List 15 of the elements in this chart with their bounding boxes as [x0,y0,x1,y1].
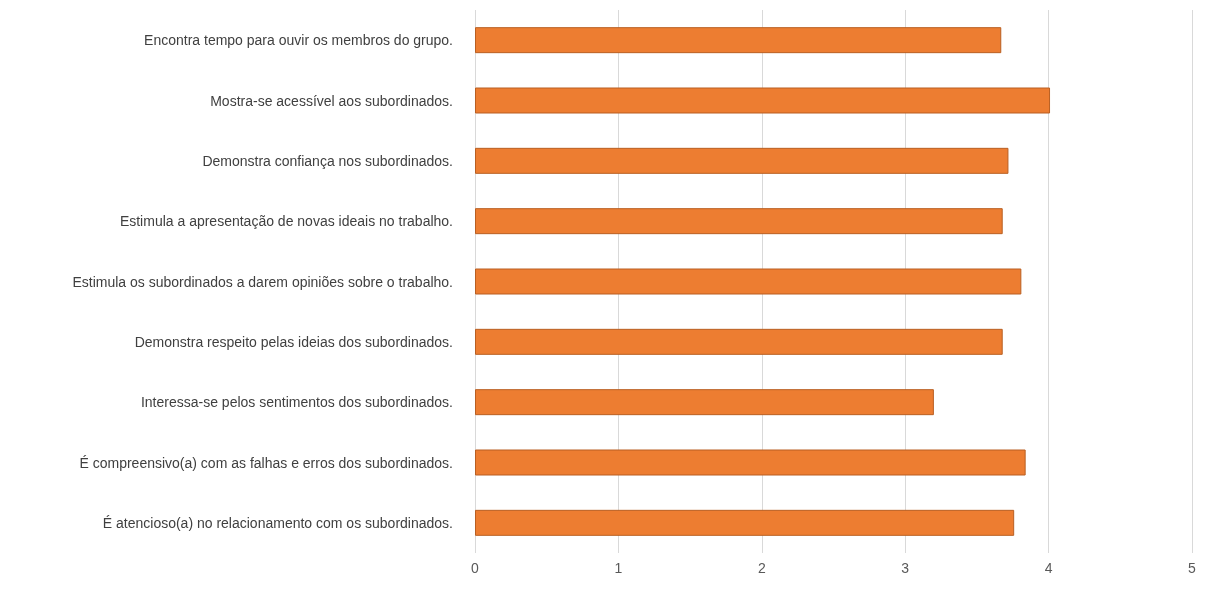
y-tick-label: Mostra-se acessível aos subordinados. [210,92,453,109]
x-tick-label: 4 [1044,560,1053,576]
x-tick-label: 5 [1188,560,1197,576]
y-tick-label: Demonstra respeito pelas ideias dos subordinados. [134,333,453,350]
x-tick-label: 3 [901,560,910,576]
x-tick-label: 0 [471,560,480,576]
y-tick-label: Estimula a apresentação de novas ideais no trabalho. [119,213,453,230]
x-tick-label: 1 [614,560,623,576]
y-tick-label: É atencioso(a) no relacionamento com os subordinados. [102,514,453,531]
y-tick-label: Estimula os subordinados a darem opiniões sobre o trabalho. [72,273,453,290]
x-tick-label: 2 [757,560,766,576]
y-tick-label: Interessa-se pelos sentimentos dos subordinados. [140,394,453,411]
y-tick-label: Demonstra confiança nos subordinados. [202,152,453,169]
y-tick-label: É compreensivo(a) com as falhas e erros dos subordinados. [79,454,453,471]
y-tick-label: Encontra tempo para ouvir os membros do grupo. [144,32,453,49]
